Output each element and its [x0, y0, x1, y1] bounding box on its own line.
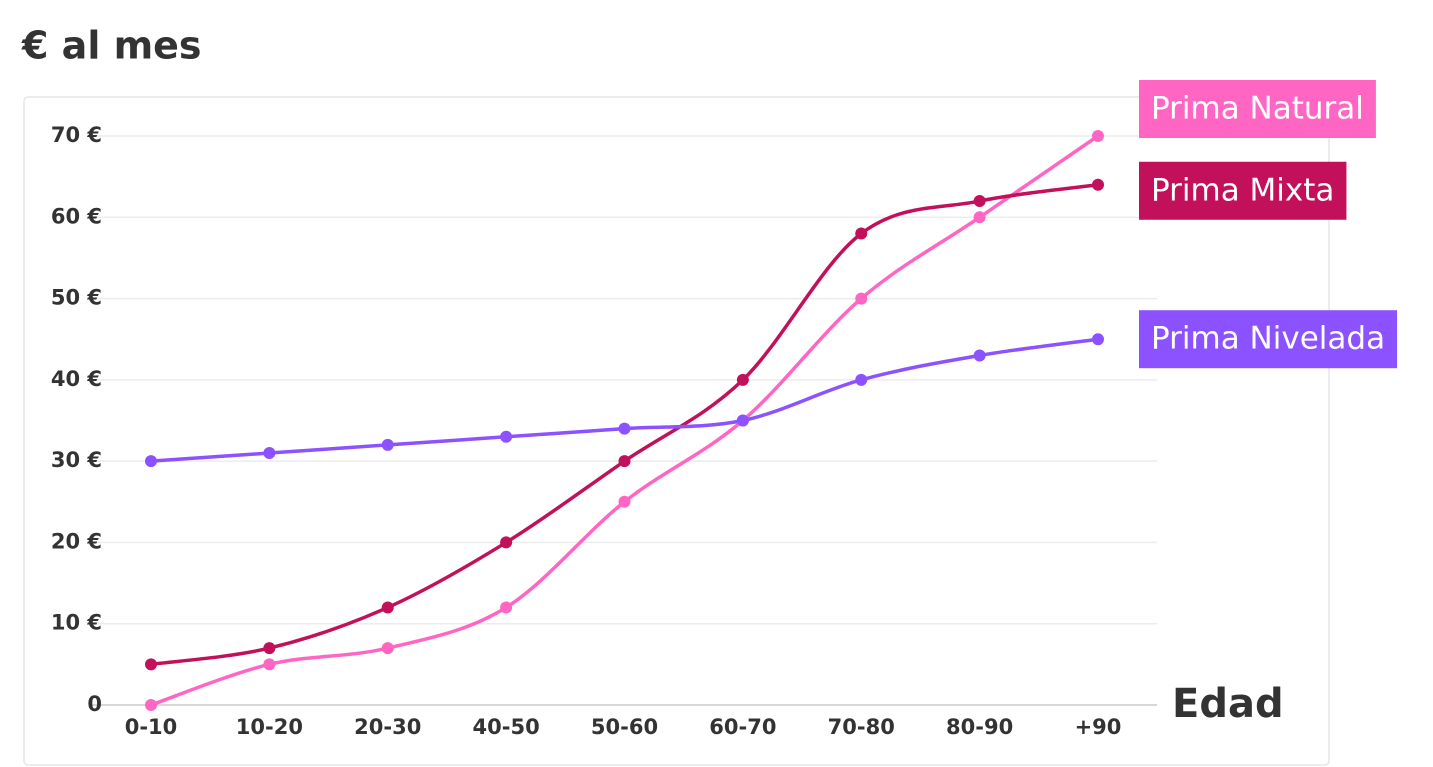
point: [500, 601, 513, 614]
point: [381, 642, 394, 655]
point: [263, 642, 276, 655]
point: [618, 495, 631, 508]
point: [855, 227, 868, 240]
chart-title: € al mes: [21, 24, 202, 68]
y-tick-label: 40 €: [51, 367, 102, 391]
y-tick-label: 70 €: [51, 123, 102, 147]
point: [973, 211, 986, 224]
point: [263, 447, 276, 460]
x-tick-label: 20-30: [354, 715, 421, 739]
point: [1092, 333, 1104, 346]
x-tick-label: 10-20: [236, 715, 303, 739]
point: [855, 292, 868, 305]
legend-box: [1139, 161, 1347, 220]
point: [145, 455, 157, 468]
point: [1092, 130, 1104, 142]
x-tick-label: 60-70: [709, 715, 776, 739]
point: [973, 195, 986, 208]
point: [1092, 178, 1104, 191]
x-tick-label: +90: [1075, 715, 1122, 739]
point: [263, 658, 276, 671]
y-tick-label: 50 €: [51, 286, 102, 310]
point: [618, 422, 631, 435]
legend-label: Prima Natural: [1151, 91, 1364, 127]
y-tick-label: 0: [87, 692, 102, 716]
point: [500, 430, 513, 443]
x-tick-label: 80-90: [946, 715, 1013, 739]
line: [150, 134, 1099, 707]
legend-label: Prima Nivelada: [1151, 321, 1385, 357]
y-tick-label: 30 €: [51, 448, 102, 472]
point: [618, 455, 631, 468]
point: [381, 438, 394, 451]
point: [736, 414, 749, 427]
x-tick-label: 70-80: [828, 715, 895, 739]
point: [145, 699, 157, 711]
y-tick-label: 60 €: [51, 204, 102, 228]
legend-box: [1139, 310, 1398, 369]
x-tick-label: 50-60: [591, 715, 658, 739]
legend-label: Prima Mixta: [1151, 172, 1334, 208]
legend-box: [1139, 80, 1376, 138]
point: [973, 349, 986, 362]
point: [381, 601, 394, 614]
y-tick-label: 10 €: [51, 611, 102, 635]
card: [23, 96, 1330, 766]
point: [145, 658, 157, 671]
x-axis-label: Edad: [1172, 681, 1284, 727]
x-tick-label: 40-50: [473, 715, 540, 739]
point: [500, 536, 513, 549]
point: [855, 373, 868, 386]
x-tick-label: 0-10: [125, 715, 178, 739]
point: [736, 373, 749, 386]
y-tick-label: 20 €: [51, 529, 102, 553]
